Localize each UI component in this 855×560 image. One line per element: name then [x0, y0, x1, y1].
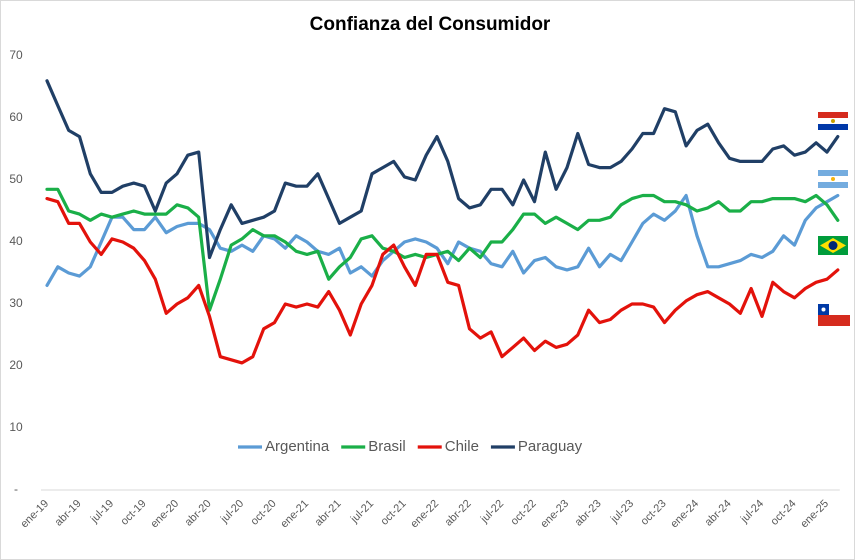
flag-paraguay — [818, 112, 848, 130]
flag-argentina — [818, 170, 848, 188]
legend-label: Brasil — [368, 438, 406, 455]
flag-brazil — [818, 236, 848, 255]
series-line — [45, 79, 840, 260]
y-tick-label: 30 — [9, 296, 23, 310]
y-tick-label: 50 — [9, 172, 23, 186]
legend-label: Paraguay — [518, 438, 583, 455]
y-tick-label: - — [14, 482, 18, 496]
series-line — [45, 197, 840, 365]
y-tick-label: 40 — [9, 234, 23, 248]
y-tick-label: 10 — [9, 420, 23, 434]
series-line — [45, 187, 840, 312]
legend-label: Argentina — [265, 438, 330, 455]
flag-chile — [818, 304, 850, 326]
series-line — [45, 193, 840, 287]
y-tick-label: 20 — [9, 358, 23, 372]
chart-title: Confianza del Consumidor — [310, 14, 551, 35]
y-tick-label: 70 — [9, 48, 23, 62]
legend-label: Chile — [445, 438, 479, 455]
y-tick-label: 60 — [9, 110, 23, 124]
